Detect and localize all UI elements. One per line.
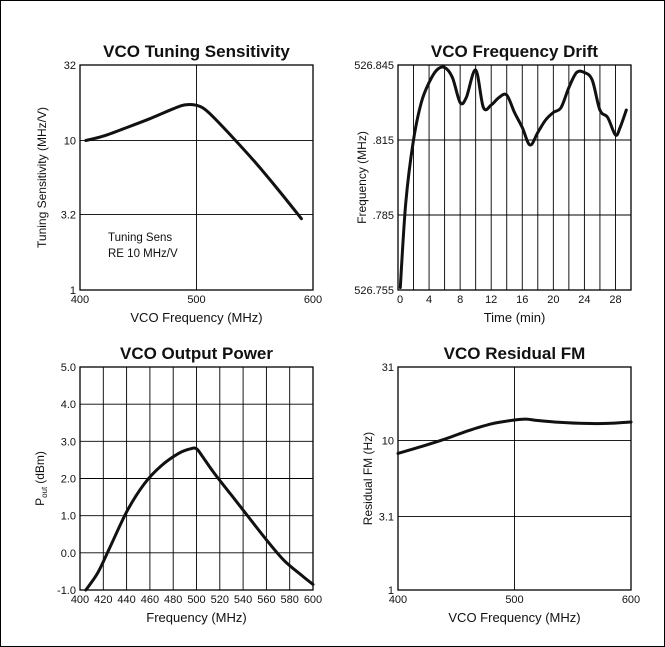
x-tick-label: 480 xyxy=(164,594,182,606)
chart-4: VCO Residual FM 400 500 600 1 3.1 10 31 VCO Freq… xyxy=(361,344,640,625)
x-axis-label: Time (min) xyxy=(484,310,546,325)
gridlines xyxy=(80,367,313,590)
x-axis-label: VCO Frequency (MHz) xyxy=(448,610,580,625)
y-axis-label: Tuning Sensitivity (MHz/V) xyxy=(35,107,49,248)
y-tick-label: 3.0 xyxy=(61,436,76,448)
y-axis-label-unit: (dBm) xyxy=(33,451,47,484)
x-tick-label: 28 xyxy=(609,294,621,306)
y-tick-label: 10 xyxy=(382,435,394,447)
x-tick-label: 500 xyxy=(187,294,205,306)
y-tick-label: 0.0 xyxy=(61,548,76,560)
y-tick-label: 1.0 xyxy=(61,511,76,523)
x-tick-label: 20 xyxy=(547,294,559,306)
x-tick-label: 400 xyxy=(389,594,407,606)
y-tick-label: 5.0 xyxy=(61,362,76,374)
x-tick-label: 440 xyxy=(117,594,135,606)
chart-1: VCO Tuning Sensitivity 400 500 600 1 3.2 10 32 V… xyxy=(35,42,322,325)
series-line xyxy=(84,446,315,592)
y-tick-label: 31 xyxy=(382,362,394,374)
gridlines xyxy=(398,65,631,290)
gridlines xyxy=(398,367,631,590)
y-axis-label: Residual FM (Hz) xyxy=(361,432,375,525)
x-tick-label: 0 xyxy=(397,294,403,306)
plot-area xyxy=(79,366,314,591)
x-tick-label: 600 xyxy=(622,594,640,606)
y-tick-label: 10 xyxy=(64,136,76,148)
plot-area xyxy=(397,64,632,291)
y-axis-label-main: P xyxy=(33,498,47,506)
y-axis-label: Pout (dBm) xyxy=(33,451,49,506)
plot-area xyxy=(397,366,632,591)
x-tick-label: 420 xyxy=(94,594,112,606)
y-axis-label-sub: out xyxy=(40,486,49,498)
x-tick-label: 4 xyxy=(426,294,432,306)
chart-2: VCO Frequency Drift 0 4 8 12 16 20 24 28 526.755.… xyxy=(354,42,632,325)
plot-area xyxy=(79,64,314,291)
y-tick-label: 2.0 xyxy=(61,474,76,486)
y-tick-label: 4.0 xyxy=(61,399,76,411)
y-tick-label: 3.2 xyxy=(61,209,76,221)
chart-title: VCO Tuning Sensitivity xyxy=(103,42,290,61)
y-tick-label: .785 xyxy=(373,210,394,222)
x-tick-label: 560 xyxy=(257,594,275,606)
x-tick-label: 600 xyxy=(304,594,322,606)
chart-3: VCO Output Power 400 420 440 460 480 500 520 540… xyxy=(33,344,322,625)
x-tick-label: 500 xyxy=(505,594,523,606)
chart-title: VCO Output Power xyxy=(120,344,273,363)
series-line xyxy=(396,417,633,455)
x-tick-label: 12 xyxy=(485,294,497,306)
y-axis-label: Frequency (MHz) xyxy=(355,131,369,224)
x-axis-label: VCO Frequency (MHz) xyxy=(130,310,262,325)
y-tick-label: 32 xyxy=(64,60,76,72)
x-tick-label: 8 xyxy=(457,294,463,306)
chart-title: VCO Residual FM xyxy=(444,344,586,363)
x-tick-label: 540 xyxy=(234,594,252,606)
y-tick-label: 1 xyxy=(388,585,394,597)
x-tick-label: 24 xyxy=(578,294,590,306)
x-tick-label: 16 xyxy=(516,294,528,306)
y-tick-label: -1.0 xyxy=(57,585,76,597)
y-tick-label: 526.755 xyxy=(354,285,394,297)
x-tick-label: 400 xyxy=(71,594,89,606)
gridlines xyxy=(80,65,313,290)
x-axis-label: Frequency (MHz) xyxy=(146,610,246,625)
x-tick-label: 600 xyxy=(304,294,322,306)
annotation: RE 10 MHz/V xyxy=(108,248,178,260)
x-tick-label: 580 xyxy=(281,594,299,606)
chart-title: VCO Frequency Drift xyxy=(431,42,599,61)
series-line xyxy=(84,102,303,221)
y-tick-label: 3.1 xyxy=(379,512,394,524)
x-tick-label: 460 xyxy=(141,594,159,606)
series-line xyxy=(398,65,628,289)
y-tick-label: 526.845 xyxy=(354,60,394,72)
x-tick-label: 520 xyxy=(211,594,229,606)
annotation: Tuning Sens xyxy=(108,232,172,244)
y-tick-label: .815 xyxy=(373,135,394,147)
y-tick-label: 1 xyxy=(70,285,76,297)
x-tick-label: 500 xyxy=(187,594,205,606)
x-tick-label: 400 xyxy=(71,294,89,306)
